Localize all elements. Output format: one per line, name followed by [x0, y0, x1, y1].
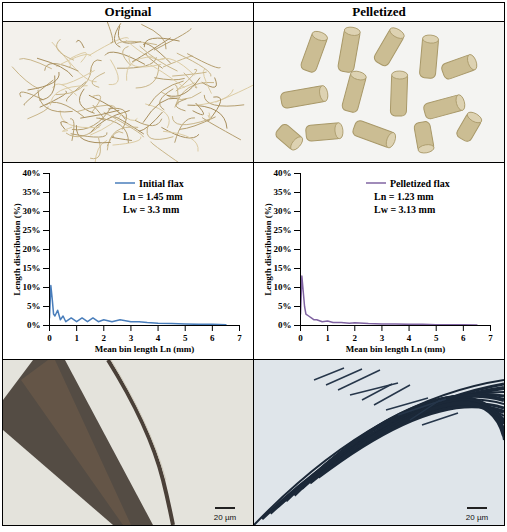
svg-text:35%: 35% — [274, 187, 292, 197]
svg-text:Mean bin length Ln (mm): Mean bin length Ln (mm) — [346, 344, 446, 354]
html-text:Ln = 1.45 mm: Ln = 1.45 mm — [123, 191, 183, 202]
svg-text:20 µm: 20 µm — [214, 513, 237, 522]
svg-text:30%: 30% — [23, 206, 41, 216]
svg-text:Length distribution (%): Length distribution (%) — [263, 203, 273, 296]
svg-text:20 µm: 20 µm — [466, 513, 489, 522]
svg-text:0: 0 — [47, 333, 52, 343]
svg-text:5%: 5% — [278, 301, 292, 311]
svg-text:40%: 40% — [274, 168, 292, 178]
svg-text:Length distribution (%): Length distribution (%) — [12, 203, 22, 296]
svg-text:1: 1 — [325, 333, 330, 343]
svg-text:7: 7 — [488, 333, 493, 343]
svg-text:Mean bin length Ln (mm): Mean bin length Ln (mm) — [95, 344, 195, 354]
html-text:Ln = 1.23 mm: Ln = 1.23 mm — [374, 191, 434, 202]
svg-text:25%: 25% — [23, 225, 41, 235]
svg-text:5: 5 — [183, 333, 188, 343]
svg-text:40%: 40% — [23, 168, 41, 178]
html-text:Pelletized flax: Pelletized flax — [390, 178, 450, 189]
svg-text:4: 4 — [407, 333, 412, 343]
svg-text:25%: 25% — [274, 225, 292, 235]
svg-text:20%: 20% — [274, 244, 292, 254]
html-text:Lw = 3.13 mm: Lw = 3.13 mm — [374, 204, 436, 215]
svg-text:3: 3 — [129, 333, 134, 343]
svg-text:15%: 15% — [23, 263, 41, 273]
svg-text:0: 0 — [298, 333, 303, 343]
html-text:Pelletized: Pelletized — [352, 4, 406, 19]
html-text:Lw = 3.3 mm: Lw = 3.3 mm — [123, 204, 180, 215]
svg-text:0%: 0% — [278, 320, 292, 330]
svg-text:7: 7 — [237, 333, 242, 343]
svg-text:20%: 20% — [23, 244, 41, 254]
html-text:Initial flax: Initial flax — [139, 178, 184, 189]
svg-text:0%: 0% — [27, 320, 41, 330]
svg-text:3: 3 — [380, 333, 385, 343]
svg-text:2: 2 — [102, 333, 107, 343]
svg-text:30%: 30% — [274, 206, 292, 216]
svg-text:35%: 35% — [23, 187, 41, 197]
svg-text:6: 6 — [210, 333, 215, 343]
svg-text:10%: 10% — [23, 282, 41, 292]
svg-text:5%: 5% — [27, 301, 41, 311]
html-text:Original: Original — [104, 4, 152, 19]
svg-text:15%: 15% — [274, 263, 292, 273]
svg-text:10%: 10% — [274, 282, 292, 292]
svg-text:1: 1 — [74, 333, 79, 343]
svg-text:4: 4 — [156, 333, 161, 343]
svg-text:5: 5 — [434, 333, 439, 343]
svg-text:2: 2 — [353, 333, 358, 343]
svg-text:6: 6 — [461, 333, 466, 343]
